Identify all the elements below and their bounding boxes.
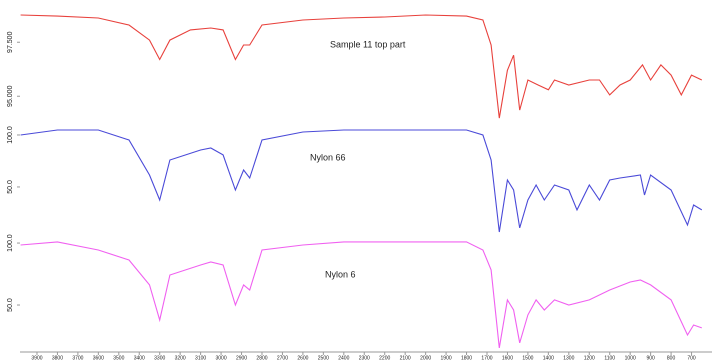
x-tick-label: 3000 bbox=[216, 355, 227, 361]
y-tick-label: 50.0 bbox=[7, 298, 14, 312]
x-tick-label: 800 bbox=[667, 355, 676, 361]
x-tick-label: 1700 bbox=[481, 355, 492, 361]
x-tick-label: 1400 bbox=[543, 355, 554, 361]
x-tick-label: 1500 bbox=[522, 355, 533, 361]
x-tick-label: 2400 bbox=[338, 355, 349, 361]
x-tick-label: 1000 bbox=[625, 355, 636, 361]
series-label: Nylon 66 bbox=[310, 152, 346, 162]
x-tick-label: 3500 bbox=[113, 355, 124, 361]
series-label: Nylon 6 bbox=[325, 269, 356, 279]
y-tick-label: 97.500 bbox=[7, 31, 14, 53]
x-tick-label: 2600 bbox=[297, 355, 308, 361]
x-tick-label: 3300 bbox=[154, 355, 165, 361]
series-label: Sample 11 top part bbox=[330, 39, 406, 49]
x-tick-label: 1100 bbox=[604, 355, 615, 361]
x-tick-label: 1200 bbox=[584, 355, 595, 361]
x-tick-label: 700 bbox=[687, 355, 696, 361]
x-tick-label: 3600 bbox=[93, 355, 104, 361]
y-tick-label: 95.000 bbox=[7, 85, 14, 107]
x-tick-label: 3200 bbox=[175, 355, 186, 361]
x-tick-label: 2800 bbox=[256, 355, 267, 361]
x-tick-label: 900 bbox=[646, 355, 655, 361]
x-tick-label: 1600 bbox=[502, 355, 513, 361]
x-tick-label: 3800 bbox=[52, 355, 63, 361]
spectrum-line bbox=[20, 241, 702, 348]
x-tick-label: 2700 bbox=[277, 355, 288, 361]
y-tick-label: 50.0 bbox=[7, 180, 14, 194]
x-tick-label: 3100 bbox=[195, 355, 206, 361]
x-tick-label: 1300 bbox=[563, 355, 574, 361]
spectrum-line bbox=[20, 14, 703, 119]
x-tick-label: 2000 bbox=[420, 355, 431, 361]
x-tick-label: 2100 bbox=[400, 355, 411, 361]
y-tick-label: 100.0 bbox=[7, 234, 14, 252]
x-tick-label: 2300 bbox=[359, 355, 370, 361]
x-tick-label: 2200 bbox=[379, 355, 390, 361]
x-tick-label: 2500 bbox=[318, 355, 329, 361]
x-tick-label: 3400 bbox=[134, 355, 145, 361]
x-tick-label: 2900 bbox=[236, 355, 247, 361]
x-tick-label: 3700 bbox=[72, 355, 83, 361]
x-tick-label: 1800 bbox=[461, 355, 472, 361]
spectrum-line bbox=[20, 129, 703, 233]
y-tick-label: 100.0 bbox=[7, 126, 14, 144]
x-tick-label: 3900 bbox=[31, 355, 42, 361]
x-tick-label: 1900 bbox=[441, 355, 452, 361]
